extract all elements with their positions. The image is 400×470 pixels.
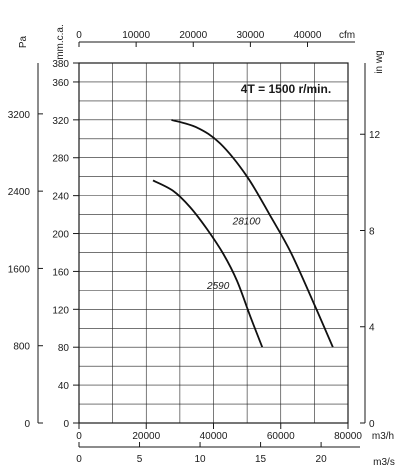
y-tick-label: 120	[52, 305, 69, 316]
series-label-2590: 2590	[206, 281, 230, 292]
x-axis-unit-cfm: cfm	[339, 30, 355, 41]
inwg-tick-label: 12	[369, 130, 381, 141]
y-tick-label: 280	[52, 154, 69, 165]
inwg-tick-label: 8	[369, 226, 375, 237]
pa-tick-label: 800	[13, 342, 30, 353]
x-axis-unit-m3s: m3/s	[373, 457, 395, 468]
series-line-2590	[152, 179, 264, 348]
cfm-tick-label: 40000	[294, 30, 322, 41]
x-tick-label: 0	[76, 431, 82, 442]
pa-tick-label: 3200	[8, 110, 31, 121]
cfm-tick-label: 20000	[179, 30, 207, 41]
x-tick-label: 80000	[334, 431, 362, 442]
pa-tick-label: 2400	[8, 187, 31, 198]
pa-tick-label: 1600	[8, 264, 31, 275]
y-tick-label: 40	[58, 381, 70, 392]
y-axis-unit-pa: Pa	[18, 35, 29, 48]
x-tick-label: 40000	[200, 431, 228, 442]
y-axis-unit-inwg: in wg	[374, 50, 385, 73]
inwg-tick-label: 0	[369, 419, 375, 430]
x-axis-unit-m3h: m3/h	[372, 431, 394, 442]
y-tick-label: 240	[52, 192, 69, 203]
chart-grid	[78, 62, 349, 424]
chart-series: 28100 2590	[152, 118, 334, 348]
y-tick-label: 200	[52, 230, 69, 241]
y-axis-unit-mmca: mm.c.a.	[55, 24, 66, 60]
y-tick-label: 80	[58, 343, 70, 354]
y-tick-label: 0	[63, 419, 69, 430]
y-tick-label: 360	[52, 78, 69, 89]
y-tick-label: 320	[52, 116, 69, 127]
x-tick-label: 20000	[132, 431, 160, 442]
m3s-tick-label: 15	[255, 454, 267, 465]
series-label-28100: 28100	[232, 216, 261, 227]
y-tick-label: 160	[52, 267, 69, 278]
m3s-tick-label: 20	[316, 454, 328, 465]
x-tick-label: 60000	[267, 431, 295, 442]
cfm-tick-label: 10000	[122, 30, 150, 41]
y-tick-label: 380	[52, 59, 69, 70]
cfm-tick-label: 0	[76, 30, 82, 41]
chart-title: 4T = 1500 r/min.	[241, 82, 331, 96]
pa-tick-label: 0	[24, 419, 30, 430]
m3s-tick-label: 5	[137, 454, 143, 465]
inwg-tick-label: 4	[369, 323, 375, 334]
m3s-tick-label: 0	[76, 454, 82, 465]
m3s-tick-label: 10	[194, 454, 206, 465]
series-line-28100	[171, 118, 334, 348]
chart-axes: 04080120160200240280320360380mm.c.a.0800…	[8, 24, 395, 468]
cfm-tick-label: 30000	[236, 30, 264, 41]
